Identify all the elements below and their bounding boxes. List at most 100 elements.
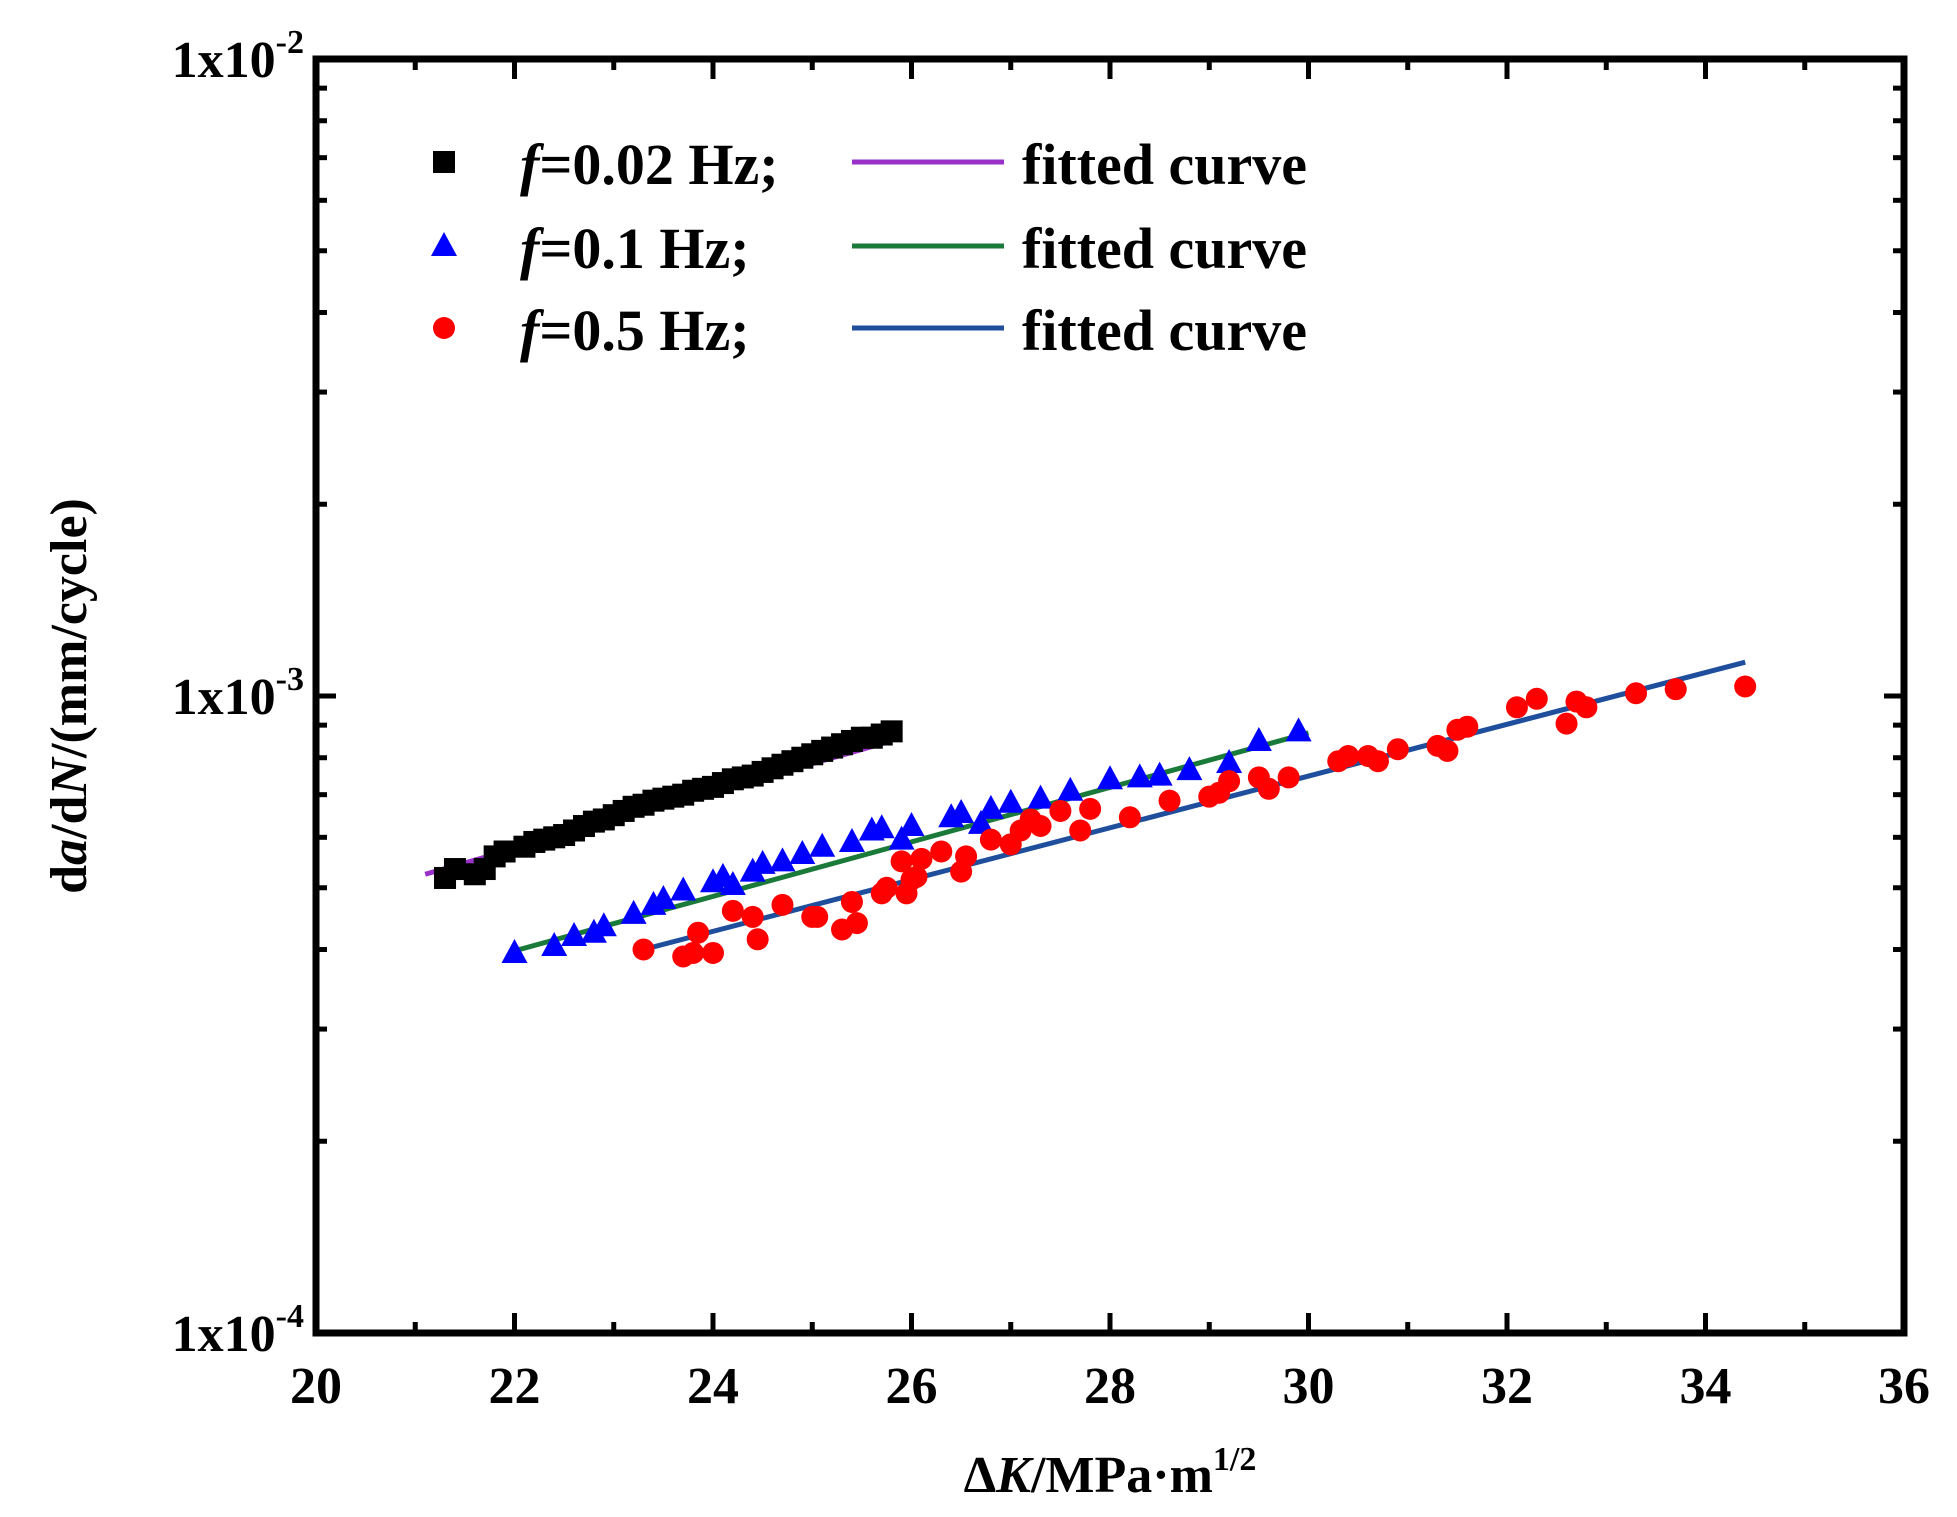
y-tick-mantissa: 1x10 <box>172 1306 276 1363</box>
legend-fit-label: fitted curve <box>1022 132 1307 197</box>
y-tick-mantissa: 1x10 <box>172 669 276 726</box>
y-tick-exponent: -2 <box>276 24 304 61</box>
data-point <box>1625 682 1648 705</box>
data-point <box>838 827 865 852</box>
data-point <box>1126 763 1153 788</box>
data-point <box>948 799 975 824</box>
data-point <box>845 912 868 935</box>
data-point <box>682 941 705 964</box>
data-point <box>955 845 978 868</box>
data-point <box>1386 738 1409 761</box>
x-axis-title-unit: /MPa·m <box>1030 1447 1213 1504</box>
x-tick-label: 26 <box>886 1358 938 1415</box>
data-point <box>1555 712 1578 735</box>
data-point <box>977 794 1004 819</box>
data-point <box>670 876 697 901</box>
data-point <box>1575 696 1598 719</box>
data-point <box>910 847 933 870</box>
x-tick-label: 34 <box>1680 1358 1732 1415</box>
data-point <box>1216 748 1243 773</box>
data-point <box>541 932 568 957</box>
data-point <box>967 809 994 834</box>
legend-label: f=0.5 Hz; <box>520 298 750 363</box>
data-point <box>1285 717 1312 742</box>
data-point <box>771 893 794 916</box>
data-point <box>632 938 655 961</box>
legend-marker <box>431 232 457 256</box>
legend-label: f=0.02 Hz; <box>520 132 779 197</box>
data-point <box>888 825 915 850</box>
data-point <box>1079 797 1102 820</box>
data-point <box>746 928 769 951</box>
data-point <box>769 847 796 872</box>
data-point <box>997 788 1024 813</box>
data-point <box>1218 770 1241 793</box>
x-tick-label: 24 <box>687 1358 739 1415</box>
data-point <box>687 921 710 944</box>
data-point <box>741 905 764 928</box>
data-point <box>1057 776 1084 801</box>
data-point <box>890 850 913 873</box>
legend-fit-label: fitted curve <box>1022 216 1307 281</box>
data-point <box>1176 756 1203 781</box>
data-point <box>590 912 617 937</box>
data-point <box>721 899 744 922</box>
data-point <box>501 938 528 963</box>
data-point <box>1118 806 1141 829</box>
data-point <box>1337 745 1360 768</box>
y-axis-title-p1: d <box>41 865 98 894</box>
legend-label-text: =0.1 Hz; <box>539 216 749 281</box>
axis-ticks <box>313 59 1907 1336</box>
x-axis-title-prefix: Δ <box>964 1447 997 1504</box>
x-axis-title: ΔK/MPa·m1/2 <box>964 1441 1257 1504</box>
legend-label: f=0.1 Hz; <box>520 216 750 281</box>
x-tick-label: 28 <box>1084 1358 1136 1415</box>
fit-line <box>642 659 1746 952</box>
data-point <box>1029 815 1052 838</box>
data-point <box>561 921 588 946</box>
y-axis-title: da/dN/(mm/cycle) <box>41 498 98 894</box>
data-point <box>1245 726 1272 751</box>
legend-marker <box>433 151 455 173</box>
data-point <box>840 890 863 913</box>
data-point <box>1158 789 1181 812</box>
y-axis-title-v1: a <box>41 839 98 865</box>
y-tick-exponent: -3 <box>276 661 304 698</box>
data-point <box>1664 678 1687 701</box>
data-point <box>493 840 516 863</box>
data-point <box>979 828 1002 851</box>
data-point <box>880 720 903 743</box>
y-axis-title-p3: /(mm/cycle) <box>41 498 98 759</box>
y-axis-title-p2: /d <box>41 795 98 839</box>
data-point <box>1505 696 1528 719</box>
data-point <box>620 899 647 924</box>
data-point <box>905 865 928 888</box>
data-point <box>719 871 746 896</box>
x-tick-label: 20 <box>290 1358 342 1415</box>
data-point <box>443 858 466 881</box>
data-point <box>930 840 953 863</box>
y-tick-label: 1x10-3 <box>172 661 304 726</box>
data-point <box>1097 765 1123 790</box>
data-point <box>789 839 816 864</box>
data-point <box>1456 715 1479 738</box>
data-point <box>1257 777 1280 800</box>
data-point <box>875 876 898 899</box>
data-point <box>1146 761 1173 786</box>
data-point <box>806 905 829 928</box>
data-point <box>702 941 724 964</box>
data-point <box>650 885 677 910</box>
data-point <box>868 814 895 839</box>
data-point <box>1027 784 1054 809</box>
legend-fit-label: fitted curve <box>1022 298 1307 363</box>
data-point <box>1069 819 1092 842</box>
y-tick-mantissa: 1x10 <box>172 32 276 89</box>
x-tick-label: 36 <box>1878 1358 1930 1415</box>
data-point <box>749 849 776 874</box>
data-points <box>434 675 1757 968</box>
legend-marker <box>433 317 455 339</box>
y-tick-label: 1x10-2 <box>172 24 304 89</box>
data-point <box>1734 675 1757 698</box>
